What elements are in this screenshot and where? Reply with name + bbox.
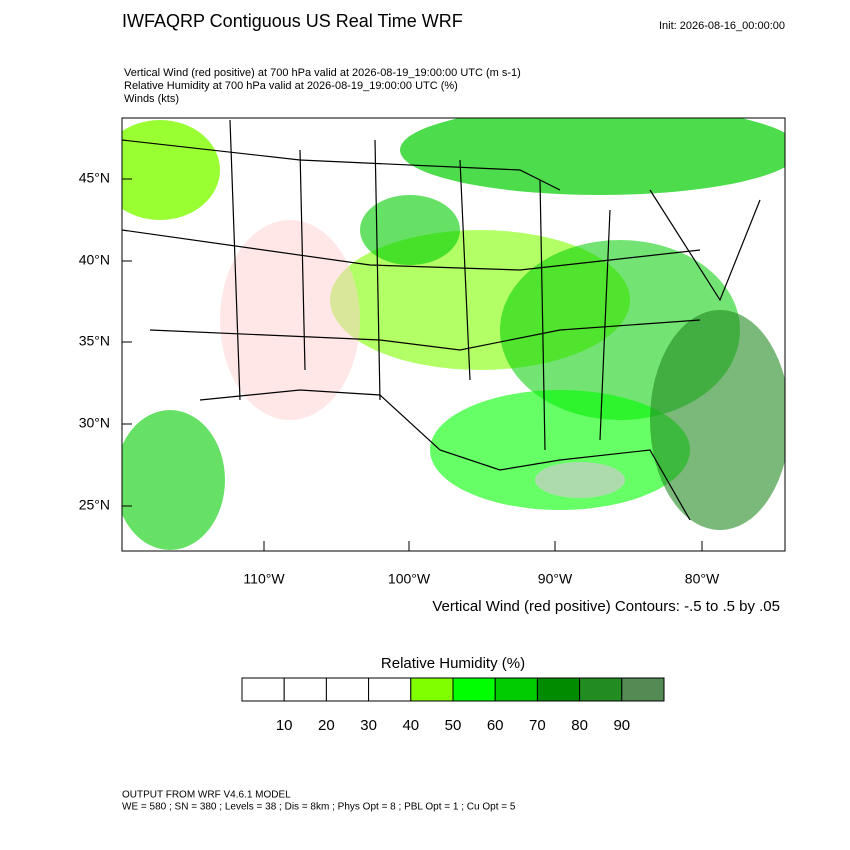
lon-label: 110°W bbox=[243, 571, 285, 587]
colorbar-label: 80 bbox=[571, 717, 588, 734]
colorbar-title: Relative Humidity (%) bbox=[381, 655, 525, 672]
lon-label: 100°W bbox=[388, 571, 431, 587]
colorbar-box bbox=[325, 677, 370, 702]
subtitle: Winds (kts) bbox=[124, 93, 179, 105]
colorbar-box bbox=[621, 677, 665, 702]
colorbar-box bbox=[579, 677, 623, 702]
colorbar-label: 30 bbox=[360, 717, 377, 734]
footer-line: OUTPUT FROM WRF V4.6.1 MODEL bbox=[122, 790, 291, 801]
lat-label: 25°N bbox=[79, 497, 110, 513]
colorbar-label: 70 bbox=[529, 717, 546, 734]
lat-label: 40°N bbox=[79, 252, 110, 268]
map-frame bbox=[121, 117, 786, 552]
lon-label: 90°W bbox=[538, 571, 573, 587]
colorbar-box bbox=[494, 677, 538, 702]
lat-label: 30°N bbox=[79, 415, 110, 431]
lon-label: 80°W bbox=[685, 571, 720, 587]
colorbar-box bbox=[241, 677, 285, 702]
contour-note: Vertical Wind (red positive) Contours: -… bbox=[432, 598, 780, 615]
colorbar-box bbox=[368, 677, 412, 702]
title: IWFAQRP Contiguous US Real Time WRF bbox=[122, 11, 463, 31]
init-time: Init: 2026-08-16_00:00:00 bbox=[659, 20, 785, 32]
colorbar-label: 40 bbox=[402, 717, 419, 734]
colorbar-box bbox=[536, 677, 581, 702]
colorbar-label: 90 bbox=[613, 717, 630, 734]
colorbar-label: 20 bbox=[318, 717, 335, 734]
colorbar-box bbox=[410, 677, 454, 702]
footer-line: WE = 580 ; SN = 380 ; Levels = 38 ; Dis … bbox=[122, 802, 516, 813]
colorbar-label: 10 bbox=[276, 717, 293, 734]
lat-label: 35°N bbox=[79, 333, 110, 349]
map-field bbox=[122, 118, 785, 551]
colorbar-label: 60 bbox=[487, 717, 504, 734]
lat-label: 45°N bbox=[79, 170, 110, 186]
colorbar-box bbox=[283, 677, 327, 702]
subtitle: Relative Humidity at 700 hPa valid at 20… bbox=[124, 80, 458, 92]
colorbar-box bbox=[452, 677, 496, 702]
colorbar-label: 50 bbox=[445, 717, 462, 734]
subtitle: Vertical Wind (red positive) at 700 hPa … bbox=[124, 67, 521, 79]
